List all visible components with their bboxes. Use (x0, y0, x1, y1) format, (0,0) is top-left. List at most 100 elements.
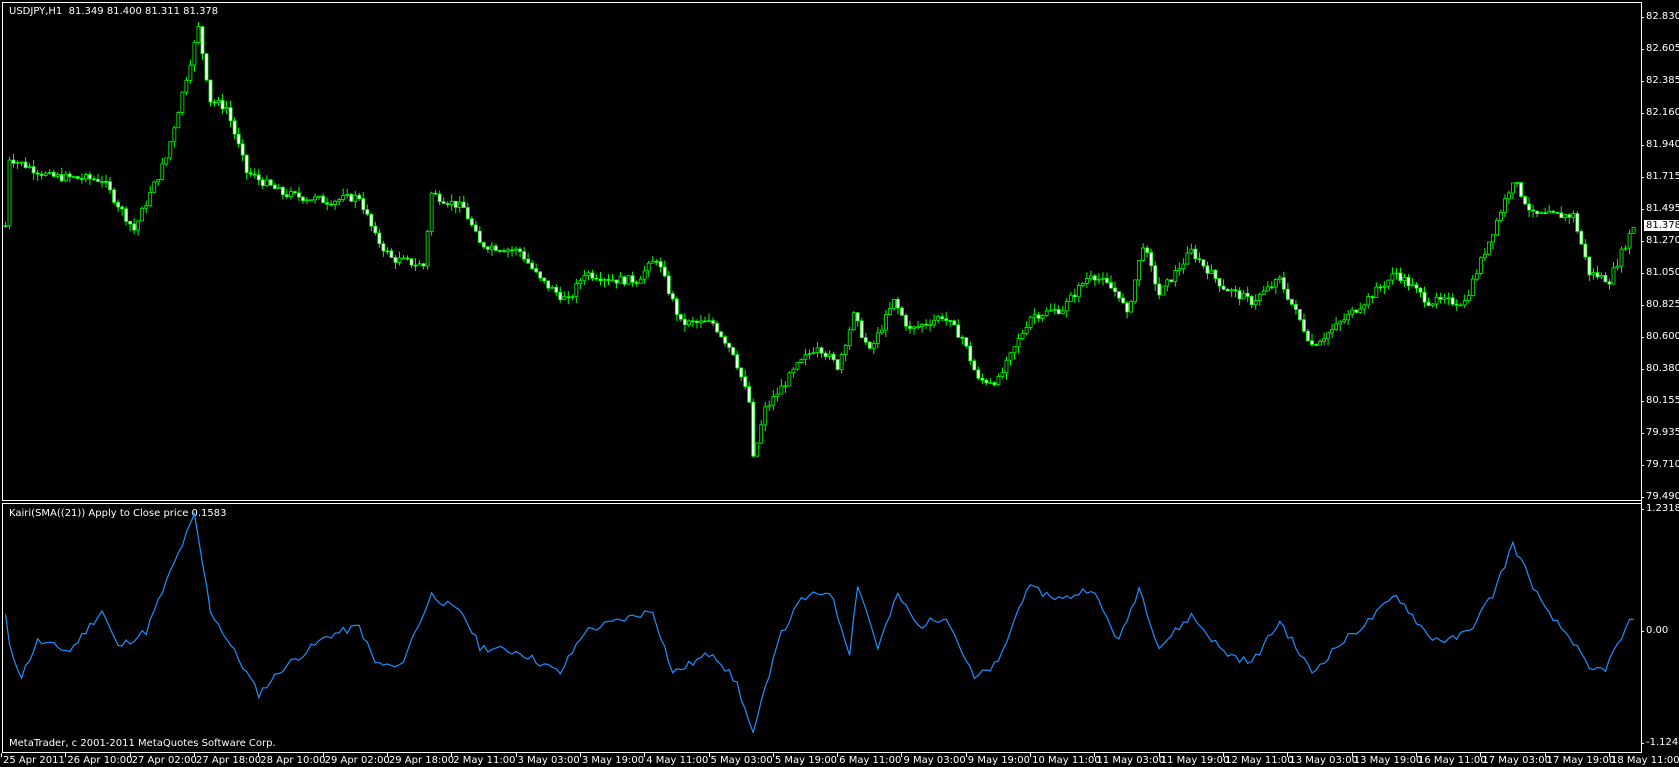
bull-candle-body (224, 107, 229, 110)
bull-candle-body (811, 352, 816, 354)
bear-candle-body (1169, 279, 1174, 283)
bear-candle-body (1056, 309, 1061, 315)
bear-candle-body (498, 250, 502, 252)
bear-candle-body (465, 207, 470, 220)
bull-candle-body (650, 260, 655, 264)
indicator-tick-label: 1.2318 (1641, 503, 1679, 514)
bear-candle-body (116, 201, 120, 208)
bull-candle-body (879, 329, 884, 334)
bull-candle-body (289, 191, 293, 198)
bear-candle-body (992, 382, 997, 386)
bull-candle-body (176, 112, 181, 129)
bull-candle-body (1265, 286, 1270, 292)
bear-candle-body (1237, 290, 1242, 300)
bear-candle-body (481, 242, 486, 248)
bear-candle-body (3, 225, 8, 228)
bear-candle-body (1454, 303, 1459, 306)
bear-candle-body (260, 179, 265, 187)
bear-candle-body (1422, 291, 1427, 303)
bull-candle-body (988, 382, 993, 385)
bull-candle-body (1623, 247, 1628, 250)
bull-candle-body (1466, 295, 1471, 302)
bull-candle-body (196, 26, 201, 44)
bear-candle-body (614, 279, 619, 284)
time-tick-label: 9 May 19:00 (965, 753, 1031, 766)
bear-candle-body (948, 320, 953, 322)
bear-candle-body (960, 336, 965, 339)
time-tick-label: 27 Apr 02:00 (129, 753, 197, 766)
bull-candle-body (626, 275, 631, 285)
bear-candle-body (859, 320, 864, 339)
bear-candle-body (1302, 319, 1306, 332)
bear-candle-body (373, 225, 378, 234)
bear-candle-body (1519, 182, 1523, 197)
bear-candle-body (1583, 243, 1588, 258)
bull-candle-body (1137, 259, 1142, 281)
bull-candle-body (1165, 279, 1170, 287)
bear-candle-body (405, 257, 410, 260)
bull-candle-body (1261, 290, 1266, 295)
bear-candle-body (409, 258, 414, 266)
bull-candle-body (1241, 292, 1246, 300)
bear-candle-body (1217, 278, 1222, 287)
bear-candle-body (67, 173, 72, 178)
bear-candle-body (284, 194, 289, 198)
bear-candle-body (1201, 259, 1206, 267)
bull-candle-body (1052, 309, 1057, 311)
bear-candle-body (268, 179, 273, 186)
bear-candle-body (469, 218, 474, 226)
bear-candle-body (1587, 256, 1592, 276)
bull-candle-body (892, 298, 896, 309)
bear-candle-body (228, 107, 233, 122)
bull-candle-body (1101, 277, 1105, 280)
bear-candle-body (908, 325, 912, 329)
bear-candle-body (297, 192, 301, 198)
bull-candle-body (847, 329, 852, 346)
bear-candle-body (944, 318, 949, 321)
bull-candle-body (188, 64, 193, 81)
bull-candle-body (353, 194, 358, 202)
bear-candle-body (502, 250, 506, 253)
bull-candle-body (1097, 278, 1101, 281)
time-tick-label: 28 Apr 10:00 (258, 753, 326, 766)
current-price-label: 81.378 (1644, 219, 1679, 231)
indicator-panel[interactable]: Kairi(SMA((21)) Apply to Close price 0.1… (2, 503, 1641, 753)
time-tick-label: 9 May 03:00 (901, 753, 966, 766)
bull-candle-body (1382, 285, 1387, 288)
bear-candle-body (727, 342, 731, 348)
bear-candle-body (735, 354, 740, 369)
bull-candle-body (168, 141, 173, 159)
bull-candle-body (1390, 273, 1395, 281)
bull-candle-body (1028, 316, 1033, 328)
bear-candle-body (546, 280, 551, 289)
bear-candle-body (377, 232, 382, 245)
bull-candle-body (871, 342, 876, 349)
bull-candle-body (803, 354, 808, 360)
bear-candle-body (622, 276, 627, 285)
bull-candle-body (767, 404, 772, 408)
bear-candle-body (867, 341, 872, 349)
bear-candle-body (393, 257, 398, 263)
bull-candle-body (63, 173, 68, 182)
bull-candle-body (1000, 372, 1005, 378)
bear-candle-body (526, 258, 530, 264)
bear-candle-body (1354, 309, 1359, 313)
bear-candle-body (900, 307, 904, 316)
bull-candle-body (1470, 278, 1475, 297)
bear-candle-body (381, 243, 386, 252)
bull-candle-body (1599, 275, 1604, 278)
bear-candle-body (1197, 258, 1202, 261)
bull-candle-body (843, 344, 848, 355)
bull-candle-body (144, 205, 149, 209)
bull-candle-body (1133, 279, 1138, 303)
bear-candle-body (35, 172, 40, 175)
price-chart-panel[interactable]: USDJPY,H1 81.349 81.400 81.311 81.378 (2, 2, 1641, 501)
bear-candle-body (389, 250, 394, 258)
bull-candle-body (1016, 338, 1021, 348)
bear-candle-body (357, 194, 362, 199)
bull-candle-body (779, 385, 784, 395)
bear-candle-body (1117, 291, 1121, 299)
indicator-header: Kairi(SMA((21)) Apply to Close price 0.1… (9, 508, 227, 519)
bull-candle-body (1511, 182, 1515, 194)
price-tick-label: 79.935 (1641, 427, 1679, 438)
